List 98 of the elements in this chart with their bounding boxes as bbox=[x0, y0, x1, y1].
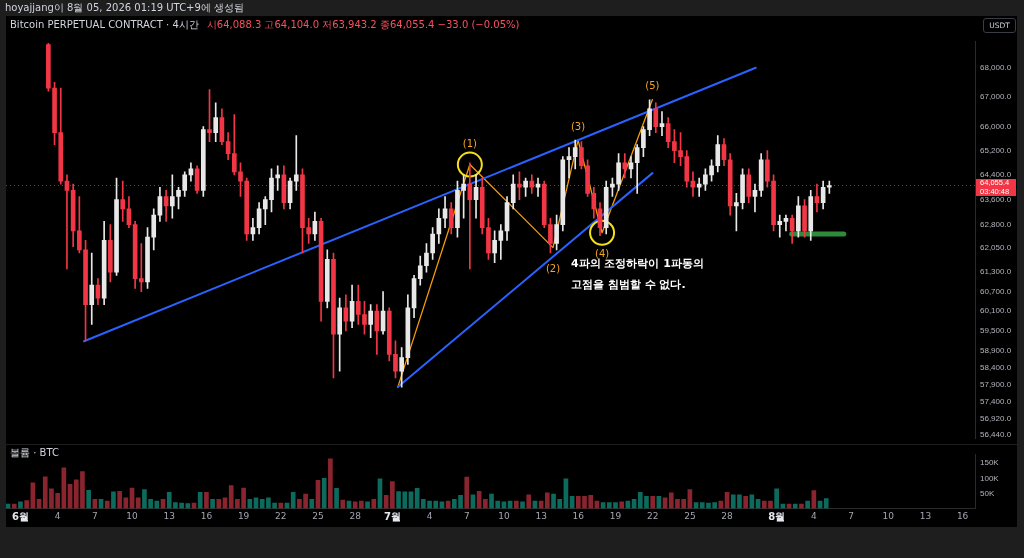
y-tick-label: 58,400.0 bbox=[980, 362, 1012, 372]
y-tick-label: 150K bbox=[980, 458, 1000, 468]
bar bbox=[371, 499, 377, 509]
x-tick-label: 19 bbox=[237, 511, 250, 522]
x-tick-label: 16 bbox=[956, 511, 969, 522]
bar bbox=[18, 501, 23, 509]
x-tick-label: 13 bbox=[919, 511, 932, 522]
bar bbox=[334, 487, 339, 509]
bar bbox=[340, 499, 346, 509]
y-tick-label: 50K bbox=[980, 488, 995, 498]
x-tick-label: 10 bbox=[498, 511, 510, 522]
annotation: (1) bbox=[462, 138, 478, 150]
candlestick bbox=[293, 135, 299, 191]
text: hoyajjang이 8월 05, 2026 01:19 UTC+9에 생성됨 bbox=[5, 1, 245, 14]
bar bbox=[24, 500, 29, 509]
bar bbox=[390, 481, 395, 509]
candlestick bbox=[139, 243, 144, 292]
x-tick-label: 4 bbox=[426, 511, 433, 522]
x-tick-label: 28 bbox=[349, 511, 362, 522]
candlestick bbox=[777, 214, 783, 238]
candlestick bbox=[535, 177, 541, 197]
bar bbox=[204, 491, 209, 509]
y-tick-label: 59,500.0 bbox=[980, 326, 1012, 336]
bar bbox=[328, 458, 333, 509]
bar bbox=[774, 488, 779, 509]
y-tick-label: 64,400.0 bbox=[980, 170, 1012, 180]
y-tick-label: 56,920.0 bbox=[980, 413, 1012, 423]
bar bbox=[321, 478, 327, 509]
y-tick-label: 58,900.0 bbox=[980, 346, 1012, 356]
bar bbox=[365, 501, 370, 509]
x-tick-label: 16 bbox=[572, 511, 585, 522]
x-tick-label: 7 bbox=[848, 511, 854, 522]
bar bbox=[805, 500, 810, 509]
annotation: (2) bbox=[545, 263, 561, 275]
bar bbox=[104, 500, 110, 509]
x-tick-label: 13 bbox=[535, 511, 547, 522]
y-tick-label: 57,900.0 bbox=[980, 379, 1012, 389]
annotation: (3) bbox=[570, 120, 586, 132]
y-tick-label: 61,300.0 bbox=[980, 267, 1012, 277]
chart-title: 볼륨 · BTC bbox=[10, 447, 59, 458]
bar bbox=[650, 496, 656, 509]
bar bbox=[86, 490, 91, 509]
y-tick-label: 60,100.0 bbox=[980, 306, 1012, 316]
bar bbox=[309, 499, 315, 509]
bar bbox=[823, 498, 829, 509]
x-tick-label: 7월 bbox=[383, 511, 401, 523]
y-tick-label: 60,700.0 bbox=[980, 286, 1012, 296]
bar bbox=[290, 491, 296, 509]
y-tick-label: 57,400.0 bbox=[980, 397, 1012, 407]
y-tick-label: 68,000.0 bbox=[980, 62, 1012, 72]
x-tick-label: 8월 bbox=[768, 511, 786, 523]
bar bbox=[483, 499, 488, 509]
x-tick-label: 4 bbox=[810, 511, 817, 522]
x-tick-label: 25 bbox=[684, 511, 696, 522]
x-tick-label: 6월 bbox=[11, 511, 29, 523]
x-tick-label: 7 bbox=[91, 511, 98, 522]
bar bbox=[743, 496, 748, 509]
chart-subtitle: 시64,088.3 고64,104.0 저63,943.2 종64,055.4 −33.0 (−0.05%) bbox=[206, 19, 520, 30]
bar bbox=[247, 499, 253, 509]
bar bbox=[514, 500, 519, 509]
annotation: (5) bbox=[645, 80, 660, 92]
x-tick-label: 28 bbox=[721, 511, 734, 522]
x-tick-label: 10 bbox=[126, 511, 139, 522]
y-tick-label: 66,000.0 bbox=[980, 121, 1012, 131]
x-tick-label: 10 bbox=[882, 511, 895, 522]
y-tick-label: 62,800.0 bbox=[980, 219, 1012, 229]
y-tick-label: 62,050.0 bbox=[980, 243, 1012, 253]
x-tick-label: 13 bbox=[163, 511, 175, 522]
bar bbox=[544, 492, 550, 509]
x-tick-label: 7 bbox=[463, 511, 470, 522]
bar bbox=[526, 494, 532, 509]
candlestick bbox=[659, 111, 665, 136]
x-tick-label: 22 bbox=[646, 511, 659, 522]
bar bbox=[278, 502, 284, 509]
bar bbox=[210, 499, 215, 509]
candlestick bbox=[566, 147, 572, 179]
annotation: (4) bbox=[594, 248, 610, 260]
bar bbox=[520, 501, 525, 509]
bar bbox=[619, 501, 625, 509]
bar bbox=[464, 476, 470, 509]
y-tick-label: 65,200.0 bbox=[980, 145, 1012, 155]
y-tick-label: 67,000.0 bbox=[980, 92, 1012, 102]
candlestick bbox=[696, 177, 702, 197]
chart-title: Bitcoin PERPETUAL CONTRACT · 4시간 bbox=[10, 19, 199, 30]
x-tick-label: 22 bbox=[275, 511, 287, 522]
bar bbox=[135, 497, 141, 509]
y-tick-label: 100K bbox=[980, 473, 1000, 483]
x-tick-label: 4 bbox=[54, 511, 61, 522]
x-tick-label: 25 bbox=[312, 511, 324, 522]
bar bbox=[197, 491, 203, 509]
candlestick bbox=[120, 180, 126, 222]
bar bbox=[111, 491, 116, 509]
bar bbox=[117, 490, 122, 509]
x-tick-label: 19 bbox=[609, 511, 622, 522]
y-tick-label: 63,600.0 bbox=[980, 194, 1012, 204]
bar bbox=[216, 499, 222, 509]
y-tick-label: 56,440.0 bbox=[980, 430, 1012, 440]
x-tick-label: 16 bbox=[200, 511, 213, 522]
